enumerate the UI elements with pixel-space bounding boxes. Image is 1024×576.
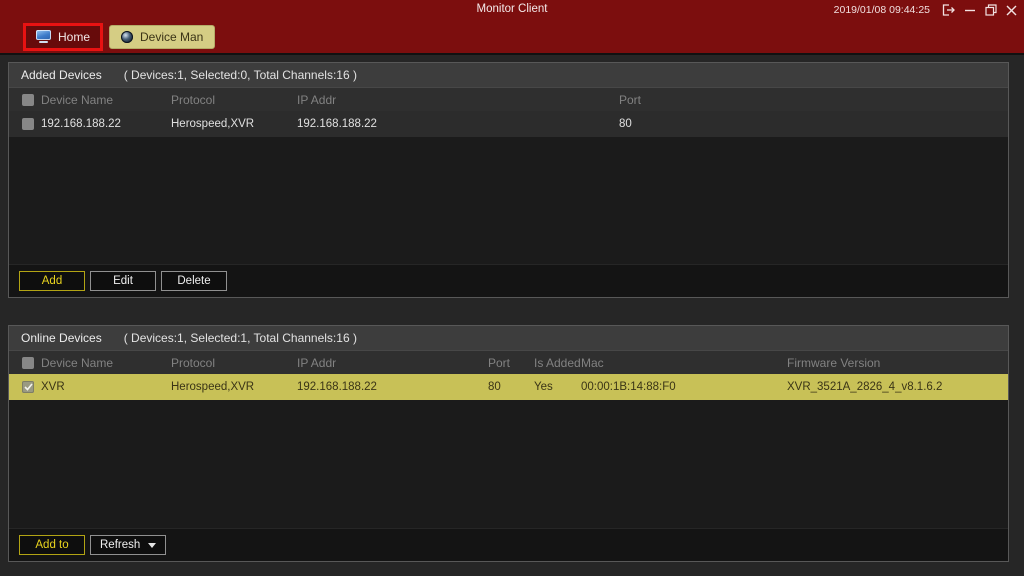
select-all-checkbox[interactable] xyxy=(22,356,34,369)
col-port: Port xyxy=(619,92,642,107)
logout-icon[interactable] xyxy=(942,4,955,16)
camera-icon xyxy=(121,30,133,43)
select-all-checkbox[interactable] xyxy=(22,93,34,106)
col-ip-addr: IP Addr xyxy=(297,92,337,107)
restore-icon[interactable] xyxy=(985,4,997,16)
monitor-icon xyxy=(35,30,51,43)
tab-device-man-label: Device Man xyxy=(140,29,204,44)
cell-port: 80 xyxy=(488,381,501,393)
col-device-name: Device Name xyxy=(41,92,114,107)
refresh-button[interactable]: Refresh xyxy=(90,535,167,555)
cell-protocol: Herospeed,XVR xyxy=(171,118,255,130)
added-devices-summary: ( Devices:1, Selected:0, Total Channels:… xyxy=(123,68,357,82)
col-mac: Mac xyxy=(581,355,604,370)
window-title: Monitor Client xyxy=(476,3,548,15)
added-devices-empty-area xyxy=(9,137,1008,264)
edit-button[interactable]: Edit xyxy=(90,271,156,291)
col-is-added: Is Added xyxy=(534,355,581,370)
added-devices-panel: Added Devices ( Devices:1, Selected:0, T… xyxy=(8,62,1009,298)
online-devices-column-header: Device Name Protocol IP Addr Port Is Add… xyxy=(9,351,1008,374)
row-checkbox-checked[interactable] xyxy=(22,381,34,393)
col-protocol: Protocol xyxy=(171,92,216,107)
cell-mac: 00:00:1B:14:88:F0 xyxy=(581,381,676,393)
online-devices-panel: Online Devices ( Devices:1, Selected:1, … xyxy=(8,325,1009,562)
col-protocol: Protocol xyxy=(171,355,216,370)
chevron-down-icon xyxy=(148,542,157,548)
add-to-button[interactable]: Add to xyxy=(19,535,85,555)
cell-protocol: Herospeed,XVR xyxy=(171,381,255,393)
col-device-name: Device Name xyxy=(41,355,114,370)
cell-firmware-version: XVR_3521A_2826_4_v8.1.6.2 xyxy=(787,381,943,393)
online-device-row[interactable]: XVR Herospeed,XVR 192.168.188.22 80 Yes … xyxy=(9,374,1008,400)
refresh-button-label: Refresh xyxy=(100,539,141,551)
cell-device-name: XVR xyxy=(41,381,65,393)
added-devices-buttonbar: Add Edit Delete xyxy=(9,264,1008,297)
online-devices-title: Online Devices xyxy=(21,331,102,345)
cell-is-added: Yes xyxy=(534,381,553,393)
col-firmware-version: Firmware Version xyxy=(787,355,881,370)
tab-bar: Home Device Man xyxy=(23,22,216,51)
added-devices-title: Added Devices xyxy=(21,68,102,82)
tab-device-man[interactable]: Device Man xyxy=(109,24,216,49)
window-controls: 2019/01/08 09:44:25 xyxy=(834,4,1017,16)
online-devices-titlebar: Online Devices ( Devices:1, Selected:1, … xyxy=(9,326,1008,351)
row-checkbox[interactable] xyxy=(22,118,34,130)
minimize-icon[interactable] xyxy=(964,4,976,16)
cell-device-name: 192.168.188.22 xyxy=(41,118,121,130)
online-devices-summary: ( Devices:1, Selected:1, Total Channels:… xyxy=(123,331,357,345)
online-devices-empty-area xyxy=(9,400,1008,528)
delete-button[interactable]: Delete xyxy=(161,271,227,291)
add-button[interactable]: Add xyxy=(19,271,85,291)
title-bar: Monitor Client 2019/01/08 09:44:25 xyxy=(0,0,1024,55)
col-ip-addr: IP Addr xyxy=(297,355,337,370)
cell-port: 80 xyxy=(619,118,632,130)
added-devices-column-header: Device Name Protocol IP Addr Port xyxy=(9,88,1008,111)
added-device-row[interactable]: 192.168.188.22 Herospeed,XVR 192.168.188… xyxy=(9,111,1008,137)
cell-ip-addr: 192.168.188.22 xyxy=(297,381,377,393)
close-icon[interactable] xyxy=(1006,5,1017,16)
online-devices-buttonbar: Add to Refresh xyxy=(9,528,1008,561)
tab-home[interactable]: Home xyxy=(23,22,103,51)
tab-home-label: Home xyxy=(57,29,90,44)
added-devices-titlebar: Added Devices ( Devices:1, Selected:0, T… xyxy=(9,63,1008,88)
cell-ip-addr: 192.168.188.22 xyxy=(297,118,377,130)
col-port: Port xyxy=(488,355,511,370)
datetime: 2019/01/08 09:44:25 xyxy=(833,4,930,16)
